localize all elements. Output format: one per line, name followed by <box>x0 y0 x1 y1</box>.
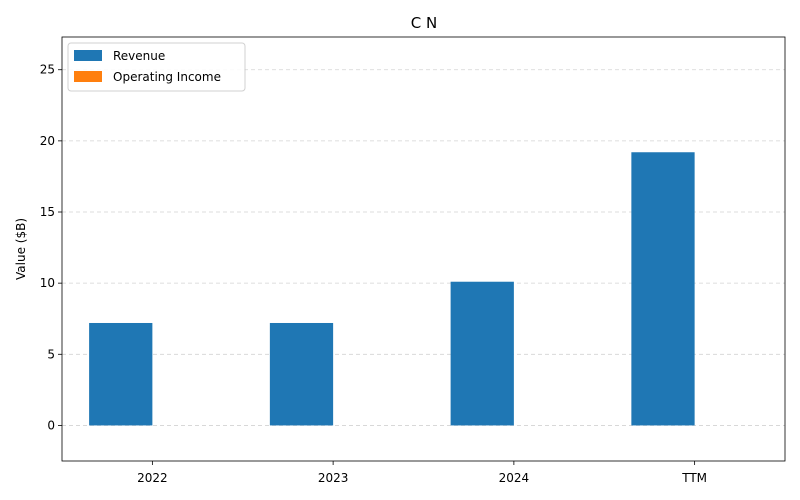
y-tick-label: 10 <box>40 276 55 290</box>
axes-frame <box>61 36 786 462</box>
x-tick-label: 2024 <box>499 471 530 485</box>
y-tick-label: 15 <box>40 205 55 219</box>
bar-revenue <box>450 281 514 426</box>
legend-swatch <box>74 50 102 61</box>
bar-revenue <box>631 152 695 426</box>
bar-revenue <box>89 322 153 426</box>
bar-revenue <box>269 322 334 426</box>
x-tick-label: 2023 <box>318 471 349 485</box>
x-axis: 2022 2023 2024 TTM <box>137 461 707 485</box>
y-axis-label: Value ($B) <box>14 218 28 280</box>
y-tick-label: 25 <box>40 63 55 77</box>
y-axis: 0 5 10 15 20 25 <box>40 63 62 432</box>
legend-box <box>67 42 246 92</box>
legend: Revenue Operating Income <box>67 42 246 92</box>
legend-label: Revenue <box>113 49 165 63</box>
bars-group <box>89 152 758 426</box>
legend-label: Operating Income <box>113 70 221 84</box>
x-tick-label: 2022 <box>137 471 168 485</box>
x-tick-label: TTM <box>681 471 707 485</box>
y-tick-label: 5 <box>47 347 55 361</box>
legend-swatch <box>74 71 102 82</box>
chart-title: C N <box>411 14 437 32</box>
y-tick-label: 20 <box>40 134 55 148</box>
y-tick-label: 0 <box>47 418 55 432</box>
